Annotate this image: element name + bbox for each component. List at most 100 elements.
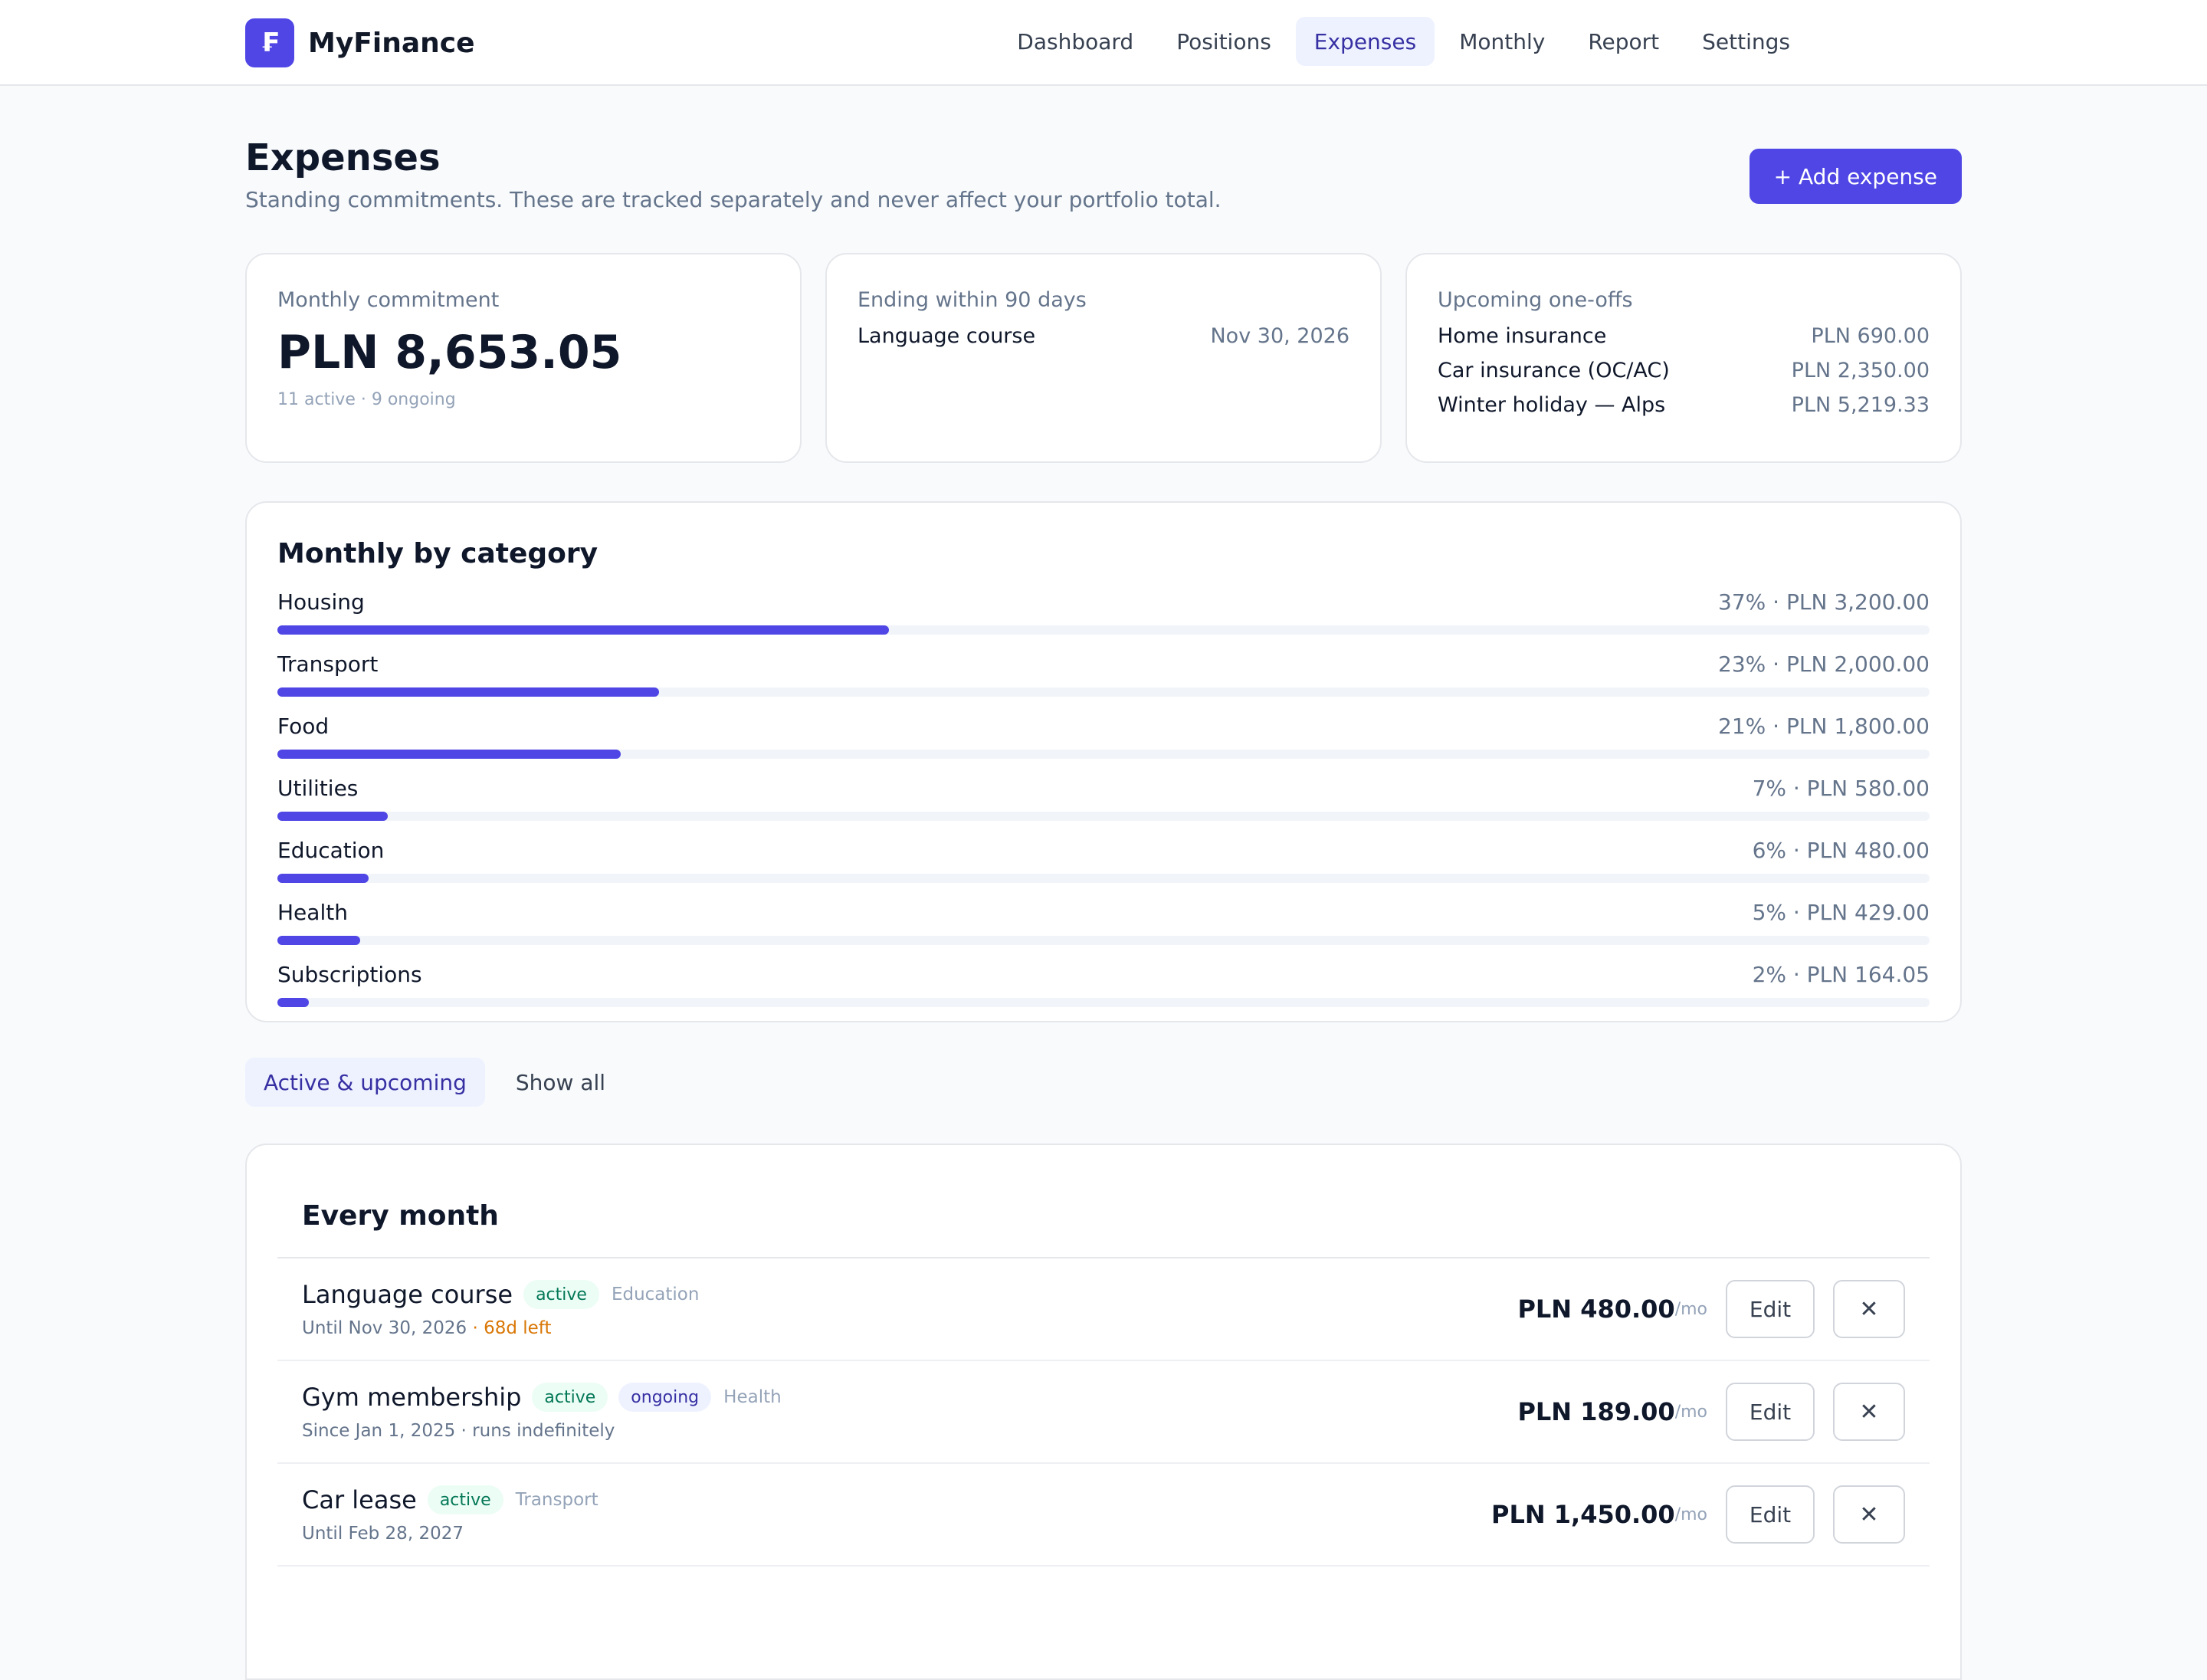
oneoff-item-name: Home insurance [1438, 324, 1607, 348]
days-left: · 68d left [472, 1318, 552, 1338]
expense-list-card: Every month Language course active Educa… [245, 1144, 1962, 1680]
category-bar-track [277, 750, 1930, 759]
category-bar-track [277, 936, 1930, 945]
per-month-label: /mo [1674, 1299, 1707, 1319]
oneoff-item-amount: PLN 5,219.33 [1791, 393, 1930, 417]
add-expense-button[interactable]: + Add expense [1749, 149, 1962, 204]
category-row-utilities: Utilities 7% · PLN 580.00 [277, 776, 1930, 821]
page-header: Expenses Standing commitments. These are… [245, 86, 1962, 253]
expense-amount: PLN 480.00 [1517, 1294, 1675, 1324]
app-logo[interactable]: ₣ MyFinance [245, 18, 475, 67]
expense-category: Health [723, 1387, 782, 1407]
top-nav: ₣ MyFinance Dashboard Positions Expenses… [0, 0, 2207, 86]
close-icon: ✕ [1859, 1501, 1879, 1528]
delete-button[interactable]: ✕ [1833, 1280, 1905, 1338]
category-value: 2% · PLN 164.05 [1752, 962, 1930, 987]
nav-monthly[interactable]: Monthly [1459, 28, 1546, 54]
oneoff-item-name: Car insurance (OC/AC) [1438, 359, 1670, 382]
expense-row: Language course active Education Until N… [277, 1258, 1930, 1361]
filter-show-all[interactable]: Show all [515, 1069, 606, 1095]
nav-expenses[interactable]: Expenses [1295, 17, 1435, 66]
expense-name: Gym membership [302, 1383, 522, 1412]
category-bar-fill [277, 936, 360, 945]
page-subtitle: Standing commitments. These are tracked … [245, 187, 1222, 212]
filter-tabs: Active & upcoming Show all [245, 1058, 1962, 1107]
category-name: Transport [277, 651, 379, 677]
upcoming-oneoffs-label: Upcoming one-offs [1438, 288, 1633, 312]
category-value: 37% · PLN 3,200.00 [1718, 589, 1930, 615]
ending-soon-label: Ending within 90 days [858, 288, 1087, 312]
category-bar-fill [277, 687, 660, 697]
category-row-subscriptions: Subscriptions 2% · PLN 164.05 [277, 962, 1930, 1007]
monthly-commitment-label: Monthly commitment [277, 288, 500, 312]
monthly-commitment-card: Monthly commitment PLN 8,653.05 11 activ… [245, 253, 802, 463]
category-bar-fill [277, 874, 369, 883]
category-card: Monthly by category Housing 37% · PLN 3,2… [245, 501, 1962, 1022]
close-icon: ✕ [1859, 1398, 1879, 1426]
category-name: Utilities [277, 776, 359, 801]
category-name: Food [277, 714, 330, 739]
expense-row: Gym membership active ongoing Health Sin… [277, 1361, 1930, 1464]
ending-item-name: Language course [858, 324, 1036, 348]
oneoff-item: Car insurance (OC/AC) PLN 2,350.00 [1438, 359, 1930, 382]
nav-links: Dashboard Positions Expenses Monthly Rep… [992, 17, 1809, 66]
oneoff-item-amount: PLN 2,350.00 [1791, 359, 1930, 382]
category-bar-fill [277, 998, 309, 1007]
page-content: Expenses Standing commitments. These are… [245, 86, 1962, 1680]
oneoff-item: Winter holiday — Alps PLN 5,219.33 [1438, 393, 1930, 417]
category-name: Housing [277, 589, 365, 615]
monthly-commitment-amount: PLN 8,653.05 [277, 326, 622, 379]
expense-schedule: Until Feb 28, 2027 [302, 1524, 464, 1544]
nav-report[interactable]: Report [1588, 28, 1660, 54]
category-name: Health [277, 900, 348, 925]
upcoming-oneoffs-card: Upcoming one-offs Home insurance PLN 690… [1405, 253, 1962, 463]
nav-settings[interactable]: Settings [1702, 28, 1790, 54]
category-title: Monthly by category [277, 538, 598, 569]
category-bar-track [277, 812, 1930, 821]
edit-button[interactable]: Edit [1726, 1485, 1815, 1544]
category-value: 6% · PLN 480.00 [1752, 838, 1930, 863]
category-bar-fill [277, 750, 621, 759]
ending-item-date: Nov 30, 2026 [1210, 324, 1349, 348]
category-row-education: Education 6% · PLN 480.00 [277, 838, 1930, 883]
category-name: Education [277, 838, 385, 863]
expense-row: Car lease active Transport Until Feb 28,… [277, 1464, 1930, 1567]
delete-button[interactable]: ✕ [1833, 1383, 1905, 1441]
category-value: 7% · PLN 580.00 [1752, 776, 1930, 801]
per-month-label: /mo [1674, 1504, 1707, 1524]
expense-schedule: Until Nov 30, 2026 · 68d left [302, 1318, 699, 1338]
delete-button[interactable]: ✕ [1833, 1485, 1905, 1544]
nav-dashboard[interactable]: Dashboard [1017, 28, 1134, 54]
oneoff-item-name: Winter holiday — Alps [1438, 393, 1666, 417]
nav-positions[interactable]: Positions [1176, 28, 1271, 54]
status-badge: active [523, 1280, 599, 1309]
expense-amount: PLN 189.00 [1517, 1397, 1675, 1426]
category-bar-fill [277, 625, 889, 635]
monthly-commitment-sub: 11 active · 9 ongoing [277, 390, 456, 409]
expense-category: Education [611, 1285, 700, 1304]
expense-schedule: Since Jan 1, 2025 · runs indefinitely [302, 1421, 615, 1441]
expense-amount: PLN 1,450.00 [1491, 1500, 1675, 1529]
status-badge: active [427, 1485, 503, 1514]
category-bar-track [277, 687, 1930, 697]
per-month-label: /mo [1674, 1402, 1707, 1422]
edit-button[interactable]: Edit [1726, 1280, 1815, 1338]
expense-name: Language course [302, 1280, 513, 1309]
category-value: 21% · PLN 1,800.00 [1718, 714, 1930, 739]
category-name: Subscriptions [277, 962, 422, 987]
list-section-title: Every month [277, 1145, 1930, 1258]
ending-soon-card: Ending within 90 days Language course No… [825, 253, 1382, 463]
expense-schedule-text: Until Nov 30, 2026 [302, 1318, 467, 1338]
category-value: 5% · PLN 429.00 [1752, 900, 1930, 925]
filter-active-upcoming[interactable]: Active & upcoming [245, 1058, 485, 1107]
expense-name: Car lease [302, 1485, 417, 1514]
ongoing-badge: ongoing [618, 1383, 712, 1412]
category-bar-track [277, 874, 1930, 883]
edit-button[interactable]: Edit [1726, 1383, 1815, 1441]
stats-row: Monthly commitment PLN 8,653.05 11 activ… [245, 253, 1962, 463]
category-bar-fill [277, 812, 389, 821]
category-bar-track [277, 998, 1930, 1007]
category-bar-track [277, 625, 1930, 635]
ending-item: Language course Nov 30, 2026 [858, 324, 1349, 348]
category-row-health: Health 5% · PLN 429.00 [277, 900, 1930, 945]
